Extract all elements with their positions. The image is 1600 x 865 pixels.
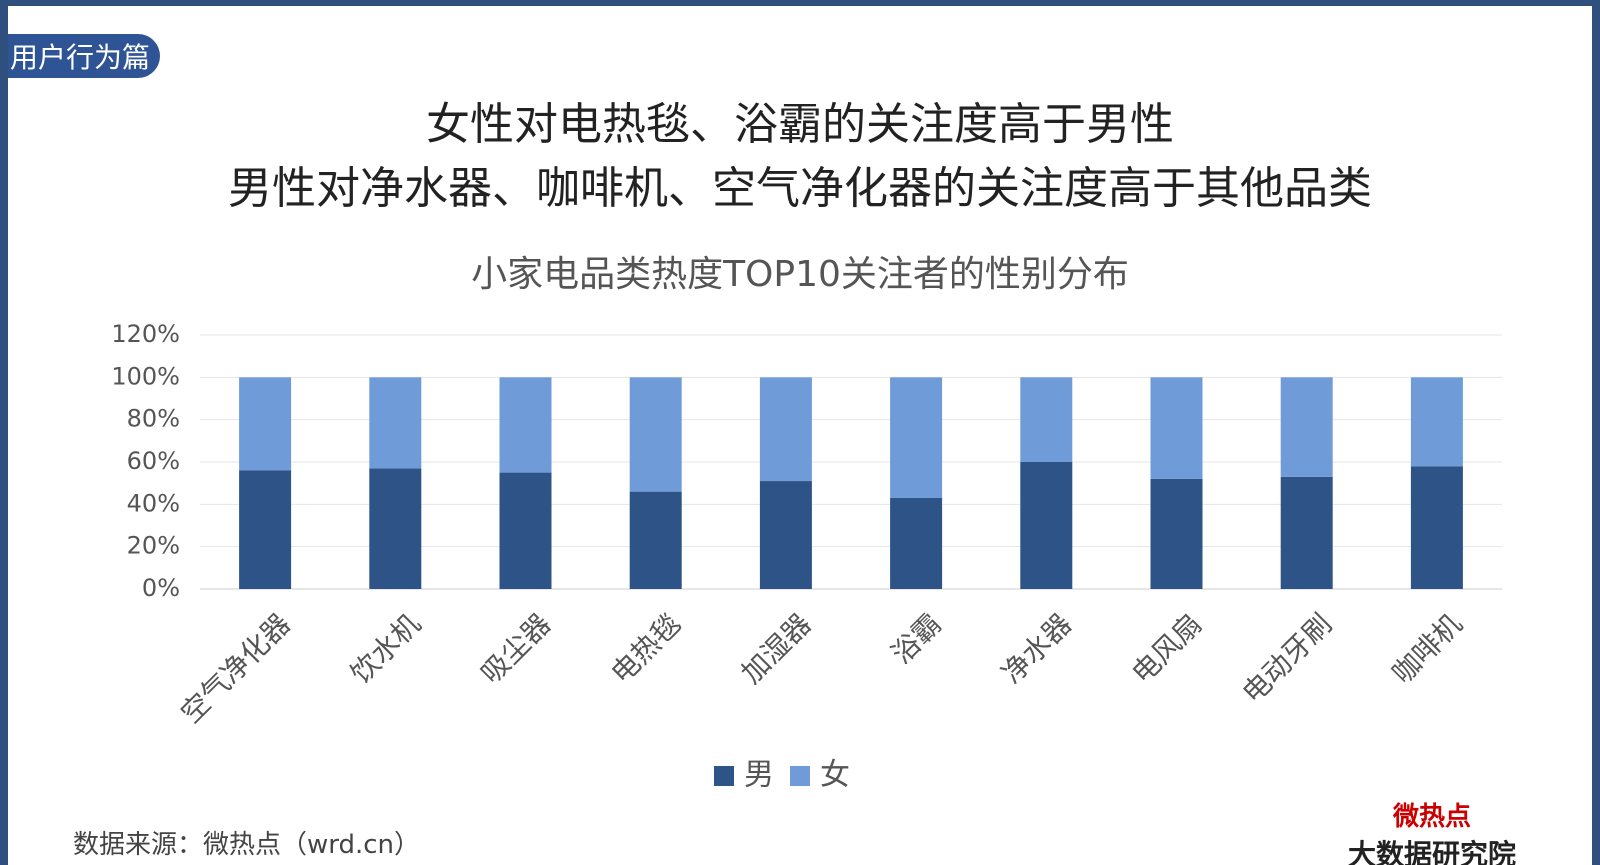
chart-title: 小家电品类热度TOP10关注者的性别分布 [471,254,1129,295]
logo-text: 大数据研究院 [1348,838,1517,865]
bar-segment [1410,377,1463,467]
legend-label: 男 [744,758,774,793]
x-tick-label: 电热毯 [605,607,688,690]
x-tick-label: 咖啡机 [1386,607,1469,690]
bar-segment [369,468,422,589]
bar-segment [499,472,552,589]
bar-segment [759,481,812,589]
bar-segment [369,377,422,469]
bar-segment [629,377,682,492]
x-tick-label: 电风扇 [1125,607,1208,690]
bar-segment [629,491,682,589]
bar-segment [1020,377,1073,462]
bar-segment [1150,478,1203,589]
x-tick-label: 吸尘器 [474,607,557,690]
x-tick-label: 浴霸 [885,607,948,670]
bar-segment [1020,462,1073,589]
logo-text: 微热点 [1393,802,1472,832]
legend-swatch [790,766,810,786]
y-tick-label: 120% [111,320,180,348]
bar-segment [759,377,812,482]
logo: 微热点 大数据研究院 [1348,796,1516,865]
chart: 小家电品类热度TOP10关注者的性别分布 0% 20% 40% 60% 80% 100% 1… [111,254,1502,793]
bar-segment [890,497,943,589]
section-tag: 用户行为篇 [8,34,161,78]
legend-swatch [714,766,734,786]
x-tick-label: 电动牙刷 [1236,607,1339,710]
y-tick-label: 20% [127,532,180,560]
legend-label: 女 [820,758,850,793]
y-tick-label: 100% [111,362,180,390]
bar-segment [1150,377,1203,479]
bar-segment [1410,466,1463,589]
headline: 女性对电热毯、浴霸的关注度高于男性 [426,99,1174,150]
y-tick-label: 80% [127,405,180,433]
headline: 男性对净水器、咖啡机、空气净化器的关注度高于其他品类 [228,163,1372,214]
source-note: 数据来源：微热点（wrd.cn） [73,830,421,860]
y-tick-label: 60% [127,447,180,475]
y-tick-label: 0% [142,574,180,602]
x-tick-label: 加湿器 [735,607,818,690]
x-tick-label: 空气净化器 [174,607,296,729]
bar-segment [499,377,552,473]
bar-segment [1280,476,1333,589]
y-tick-label: 40% [127,489,180,517]
bar-segment [1280,377,1333,477]
x-tick-label: 饮水机 [344,607,427,690]
bar-segment [239,377,292,471]
x-tick-label: 净水器 [995,607,1078,690]
bar-segment [239,470,292,589]
bar-segment [890,377,943,498]
